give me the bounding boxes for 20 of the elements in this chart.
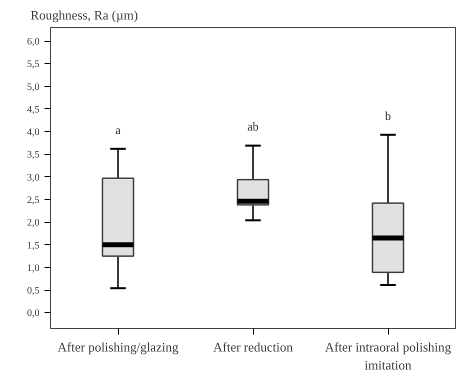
annotation: b (385, 108, 391, 123)
y-tick-label: 2,0 (27, 218, 40, 229)
y-tick-label: 1,0 (27, 262, 40, 274)
y-tick-label: 6,0 (27, 36, 40, 48)
x-tick-label: After intraoral polishing imitation (324, 340, 452, 372)
y-tick-label: 3,5 (27, 150, 40, 161)
y-tick-label: 0,5 (27, 286, 40, 297)
y-tick-label: 0,0 (27, 308, 40, 320)
y-tick-label: 5,0 (27, 82, 40, 93)
x-tick-label: After reduction (213, 340, 294, 354)
y-tick-label: 5,5 (27, 59, 40, 70)
y-axis-title: Roughness, Ra (µm) (30, 8, 138, 22)
annotation: ab (247, 120, 259, 134)
y-tick-label: 4,5 (27, 104, 40, 116)
x-tick-label: After polishing/glazing (58, 340, 179, 354)
y-tick-label: 1,5 (27, 240, 40, 252)
y-tick-label: 4,0 (27, 127, 40, 138)
annotation: a (115, 122, 122, 137)
y-tick-label: 3,0 (27, 172, 40, 184)
y-tick-label: 2,5 (27, 195, 40, 206)
